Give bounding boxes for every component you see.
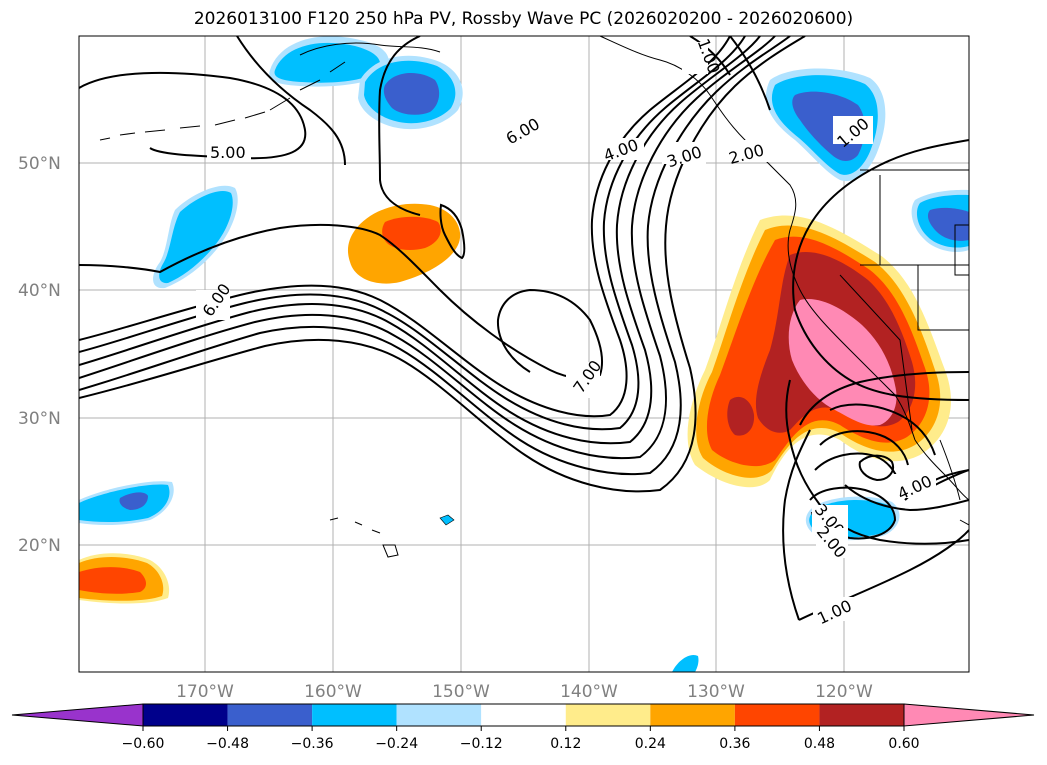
map-plot-area: 5.00 6.00 6.00 4.00 3.00 2.00 1.00 7.00 … <box>79 36 969 672</box>
colorbar-tick-label: 0.24 <box>635 736 666 752</box>
colorbar-tick-label: −0.36 <box>291 736 334 752</box>
colorbar-segment <box>481 704 566 726</box>
colorbar-extend-low <box>11 703 144 727</box>
colorbar-tick-label: 0.48 <box>804 736 835 752</box>
colorbar-segment <box>143 704 228 726</box>
colorbar-segment <box>734 704 820 726</box>
colorbar-tick-label: 0.12 <box>550 736 581 752</box>
lon-label-150w: 150°W <box>432 682 490 702</box>
colorbar-segment <box>565 704 651 726</box>
lat-label-20n: 20°N <box>18 536 61 556</box>
colorbar-frame <box>142 703 905 727</box>
anomaly-negative-midpacific <box>153 185 238 289</box>
contour-label: 5.00 <box>210 143 246 162</box>
anomaly-positive-southwest <box>79 553 170 604</box>
colorbar-segment <box>227 704 313 726</box>
colorbar-segment <box>819 704 904 726</box>
map-title: 2026013100 F120 250 hPa PV, Rossby Wave … <box>193 9 854 29</box>
colorbar-tick-label: −0.12 <box>460 736 503 752</box>
colorbar-extend-high <box>903 703 1035 727</box>
lat-label-50n: 50°N <box>18 154 61 174</box>
lon-label-130w: 130°W <box>687 682 745 702</box>
anomaly-negative-small <box>439 514 455 526</box>
colorbar-tick-label: 0.60 <box>888 736 919 752</box>
colorbar-segment <box>650 704 735 726</box>
lon-label-160w: 160°W <box>304 682 362 702</box>
anomaly-negative-subtropical-west <box>79 481 174 525</box>
coastlines <box>99 36 969 558</box>
contour-label-group: 5.00 6.00 6.00 4.00 3.00 2.00 1.00 7.00 … <box>196 36 936 628</box>
lat-label-40n: 40°N <box>18 281 61 301</box>
latitude-labels: 50°N 40°N 30°N 20°N <box>18 154 61 556</box>
anomaly-negative-edge <box>672 654 699 672</box>
lon-label-140w: 140°W <box>560 682 618 702</box>
colorbar-tick-label: −0.60 <box>122 736 165 752</box>
lon-label-120w: 120°W <box>815 682 873 702</box>
longitude-labels: 170°W 160°W 150°W 140°W 130°W 120°W <box>176 682 873 702</box>
colorbar-segment <box>396 704 482 726</box>
colorbar-segment <box>312 704 397 726</box>
colorbar-tick-label: −0.48 <box>206 736 249 752</box>
colorbar: −0.60 −0.48 −0.36 −0.24 −0.12 0.12 0.24 0.36 0.4… <box>11 703 1035 752</box>
colorbar-tick-label: 0.36 <box>719 736 750 752</box>
lat-label-30n: 30°N <box>18 409 61 429</box>
colorbar-tick-label: −0.24 <box>375 736 418 752</box>
map-frame <box>78 35 970 673</box>
lon-label-170w: 170°W <box>176 682 234 702</box>
anomaly-positive-central-pacific <box>347 203 461 284</box>
